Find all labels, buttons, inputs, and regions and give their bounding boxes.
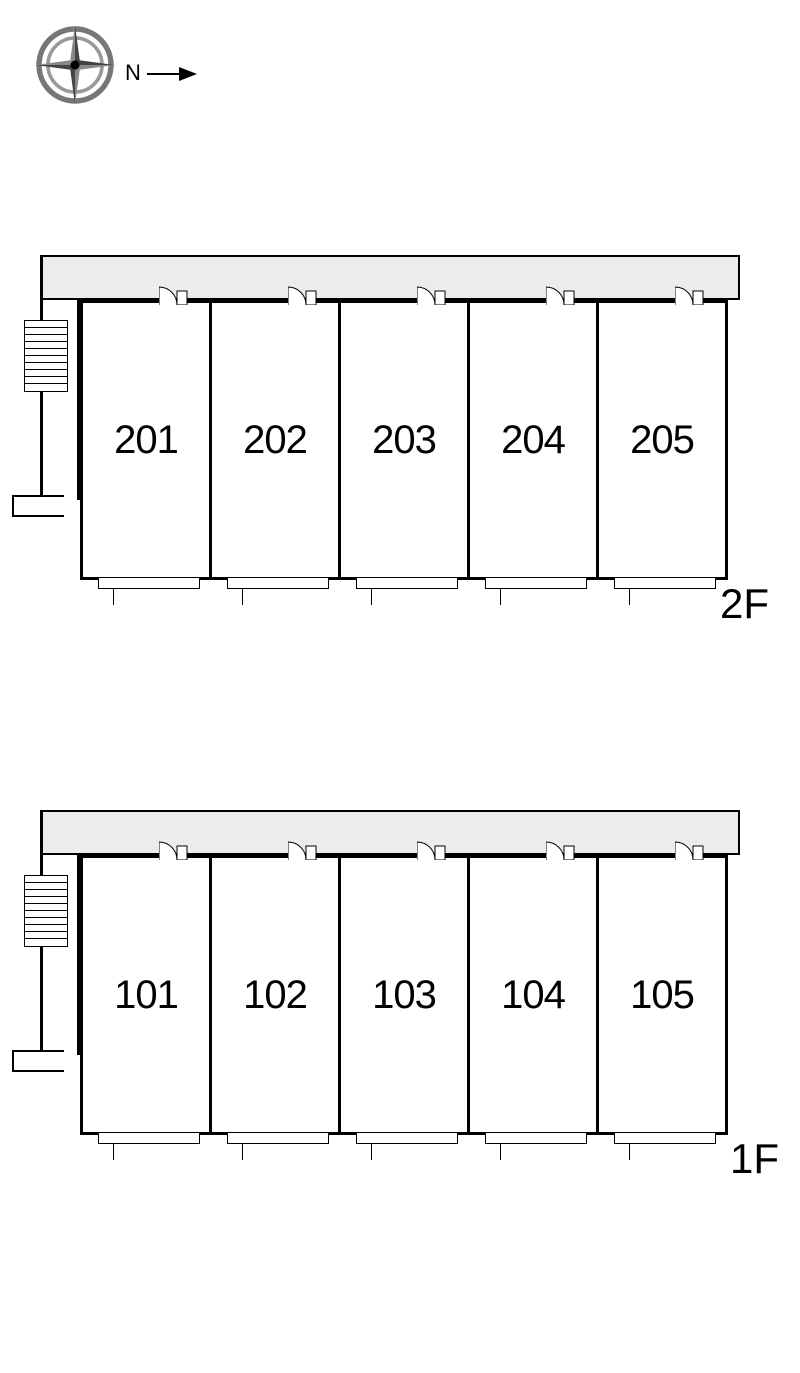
door-icon <box>417 285 447 310</box>
unit: 104 <box>467 855 599 1135</box>
door-icon <box>159 285 189 310</box>
tick <box>629 1144 630 1160</box>
floor-plan-diagram: N 201 <box>0 0 800 1373</box>
tick <box>113 1144 114 1160</box>
unit-number: 101 <box>114 973 178 1018</box>
unit-number: 203 <box>372 418 436 463</box>
balcony <box>485 577 587 589</box>
unit-number: 205 <box>630 418 694 463</box>
tick <box>242 1144 243 1160</box>
stair-landing <box>12 495 64 517</box>
unit-number: 102 <box>243 973 307 1018</box>
tick <box>371 1144 372 1160</box>
unit-row: 201 202 203 <box>80 300 728 580</box>
stair-icon <box>24 320 68 392</box>
unit: 103 <box>338 855 470 1135</box>
unit-row: 101 102 103 <box>80 855 728 1135</box>
unit: 205 <box>596 300 728 580</box>
door-icon <box>546 840 576 865</box>
door-icon <box>288 285 318 310</box>
tick <box>242 589 243 605</box>
balcony <box>227 1132 329 1144</box>
unit-number: 105 <box>630 973 694 1018</box>
tick <box>500 589 501 605</box>
balcony <box>227 577 329 589</box>
unit-number: 204 <box>501 418 565 463</box>
door-icon <box>417 840 447 865</box>
unit: 204 <box>467 300 599 580</box>
unit: 203 <box>338 300 470 580</box>
unit: 202 <box>209 300 341 580</box>
unit: 201 <box>80 300 212 580</box>
door-icon <box>675 285 705 310</box>
stairwell <box>20 855 80 1055</box>
stair-landing <box>12 1050 64 1072</box>
floor-label: 2F <box>720 580 769 628</box>
unit-number: 103 <box>372 973 436 1018</box>
balcony <box>614 577 716 589</box>
balcony <box>356 577 458 589</box>
hallway <box>40 810 740 855</box>
compass-icon <box>30 20 120 115</box>
stairwell <box>20 300 80 500</box>
door-icon <box>159 840 189 865</box>
door-icon <box>546 285 576 310</box>
door-icon <box>675 840 705 865</box>
balcony <box>614 1132 716 1144</box>
unit-number: 104 <box>501 973 565 1018</box>
unit: 105 <box>596 855 728 1135</box>
floor-label: 1F <box>730 1135 779 1183</box>
door-icon <box>288 840 318 865</box>
tick <box>371 589 372 605</box>
unit-number: 201 <box>114 418 178 463</box>
tick <box>500 1144 501 1160</box>
stair-icon <box>24 875 68 947</box>
tick <box>113 589 114 605</box>
balcony <box>485 1132 587 1144</box>
unit-number: 202 <box>243 418 307 463</box>
hallway <box>40 255 740 300</box>
north-direction-label: N <box>125 60 197 86</box>
north-letter: N <box>125 60 143 85</box>
balcony <box>356 1132 458 1144</box>
tick <box>629 589 630 605</box>
unit: 102 <box>209 855 341 1135</box>
balcony <box>98 1132 200 1144</box>
balcony <box>98 577 200 589</box>
unit: 101 <box>80 855 212 1135</box>
